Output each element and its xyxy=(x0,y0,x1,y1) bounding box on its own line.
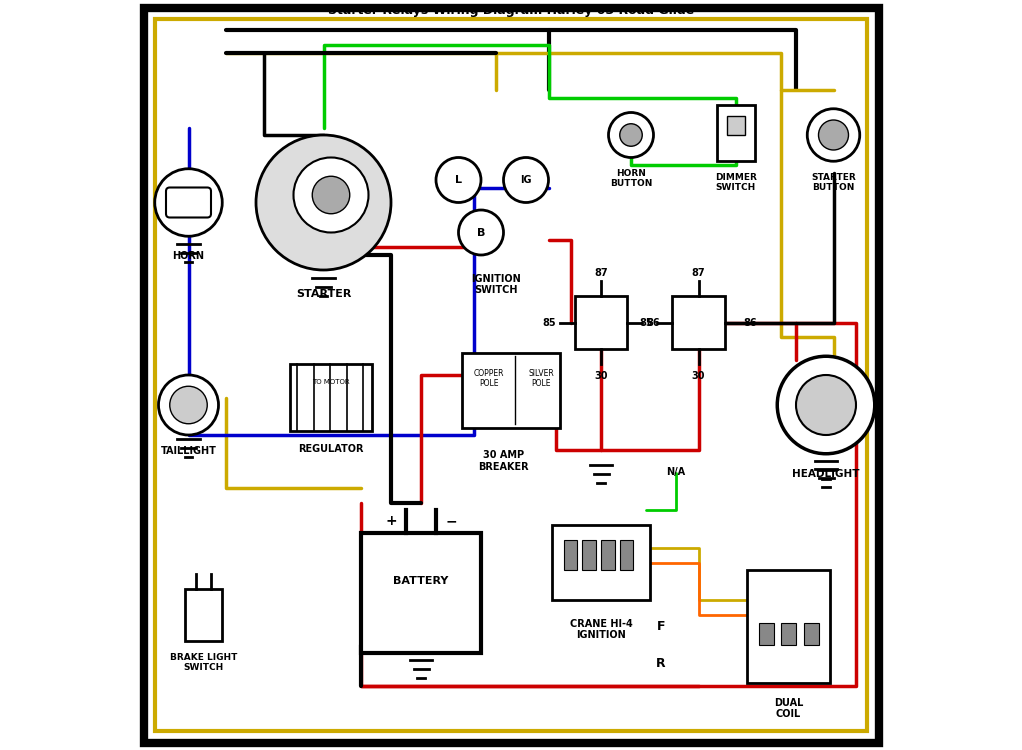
Bar xyxy=(803,622,819,645)
Text: STARTER: STARTER xyxy=(295,289,352,298)
Bar xyxy=(601,540,614,570)
Bar xyxy=(574,296,628,349)
Circle shape xyxy=(807,109,860,161)
Bar xyxy=(758,622,774,645)
Text: +: + xyxy=(385,514,397,528)
Bar xyxy=(563,540,577,570)
Bar xyxy=(290,364,372,431)
Circle shape xyxy=(158,375,219,435)
Text: N/A: N/A xyxy=(666,467,686,478)
Text: Starter Relays Wiring Diagram Harley 03 Road Glide: Starter Relays Wiring Diagram Harley 03 … xyxy=(328,4,694,16)
Text: CRANE HI-4
IGNITION: CRANE HI-4 IGNITION xyxy=(569,619,633,640)
Text: IGNITION
SWITCH: IGNITION SWITCH xyxy=(471,274,521,296)
Text: TAILLIGHT: TAILLIGHT xyxy=(160,446,217,456)
Text: DUAL
COIL: DUAL COIL xyxy=(774,698,803,719)
Bar xyxy=(727,116,745,135)
Circle shape xyxy=(778,356,875,454)
Text: DIMMER
SWITCH: DIMMER SWITCH xyxy=(715,172,757,192)
Text: IG: IG xyxy=(520,175,531,185)
Circle shape xyxy=(459,210,504,255)
Bar xyxy=(781,622,796,645)
Text: HORN: HORN xyxy=(173,251,204,261)
FancyBboxPatch shape xyxy=(166,188,211,218)
Text: −: − xyxy=(446,514,457,528)
Text: TO MOTOR: TO MOTOR xyxy=(312,380,350,386)
Bar xyxy=(552,525,650,600)
Circle shape xyxy=(313,176,350,214)
Circle shape xyxy=(504,158,549,203)
Text: 30: 30 xyxy=(594,371,608,381)
Bar xyxy=(462,352,560,428)
Circle shape xyxy=(154,169,222,236)
Text: B: B xyxy=(477,227,485,238)
Circle shape xyxy=(608,112,653,158)
Text: 30: 30 xyxy=(692,371,705,381)
Text: 87: 87 xyxy=(692,268,705,278)
Text: HEADLIGHT: HEADLIGHT xyxy=(792,469,860,478)
Text: BRAKE LIGHT
SWITCH: BRAKE LIGHT SWITCH xyxy=(170,652,237,672)
Circle shape xyxy=(619,124,642,146)
Text: L: L xyxy=(455,175,462,185)
Text: SILVER
POLE: SILVER POLE xyxy=(528,369,554,388)
Text: BATTERY: BATTERY xyxy=(393,576,449,586)
Text: 85: 85 xyxy=(640,317,653,328)
Text: 86: 86 xyxy=(743,317,757,328)
Text: COPPER
POLE: COPPER POLE xyxy=(473,369,504,388)
Bar xyxy=(672,296,725,349)
Circle shape xyxy=(819,120,848,150)
Text: STARTER
BUTTON: STARTER BUTTON xyxy=(811,172,855,192)
Circle shape xyxy=(170,386,207,424)
Circle shape xyxy=(796,375,856,435)
Text: 85: 85 xyxy=(543,317,556,328)
Text: 87: 87 xyxy=(594,268,608,278)
Bar xyxy=(619,540,634,570)
Text: HORN
BUTTON: HORN BUTTON xyxy=(610,169,652,188)
Text: F: F xyxy=(657,620,665,633)
Bar xyxy=(361,532,481,652)
Bar xyxy=(583,540,596,570)
Circle shape xyxy=(256,135,391,270)
Circle shape xyxy=(293,158,369,232)
Bar xyxy=(185,589,222,641)
Circle shape xyxy=(436,158,481,203)
Text: REGULATOR: REGULATOR xyxy=(298,444,364,454)
Text: 30 AMP
BREAKER: 30 AMP BREAKER xyxy=(478,450,528,472)
Bar xyxy=(717,105,755,161)
Text: R: R xyxy=(656,657,665,670)
Bar xyxy=(747,570,830,682)
Text: 86: 86 xyxy=(646,317,659,328)
